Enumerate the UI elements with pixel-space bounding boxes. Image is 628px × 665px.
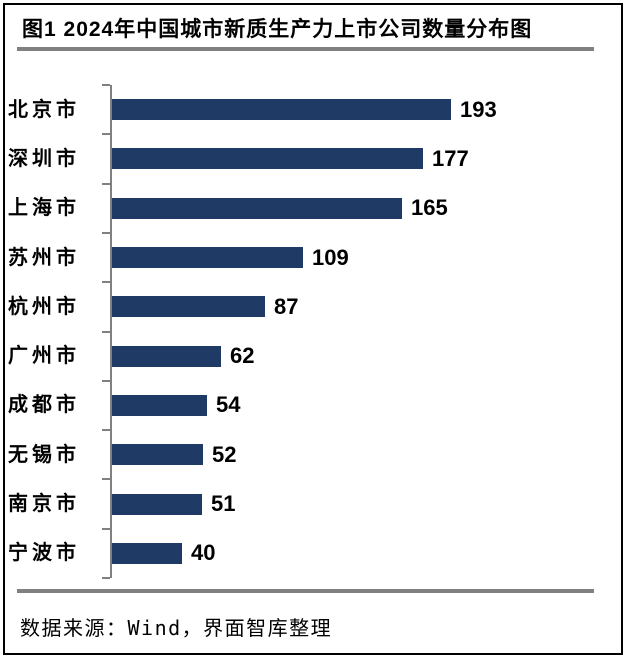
bar [112, 345, 221, 367]
axis-tick [102, 429, 110, 432]
title-divider [17, 47, 594, 51]
bar [112, 444, 203, 466]
category-label: 宁波市 [8, 542, 80, 565]
axis-tick [102, 182, 110, 185]
value-label: 40 [191, 540, 216, 566]
value-label: 193 [460, 96, 497, 122]
value-label: 62 [230, 343, 255, 369]
value-label: 52 [212, 441, 237, 467]
value-label: 51 [211, 491, 236, 517]
value-label: 165 [411, 195, 448, 221]
y-axis-line [110, 85, 112, 578]
source-note: 数据来源：Wind，界面智库整理 [20, 616, 333, 640]
axis-tick [102, 527, 110, 530]
category-label: 无锡市 [8, 443, 80, 466]
category-label: 广州市 [8, 345, 80, 368]
value-label: 87 [274, 293, 299, 319]
category-label: 北京市 [8, 98, 80, 121]
value-label: 109 [312, 244, 349, 270]
value-label: 177 [432, 145, 469, 171]
category-label: 深圳市 [8, 147, 80, 170]
axis-tick [102, 330, 110, 333]
axis-tick [102, 231, 110, 234]
bar [112, 394, 207, 416]
figure-title: 图1 2024年中国城市新质生产力上市公司数量分布图 [22, 18, 533, 41]
axis-tick [102, 379, 110, 382]
category-label: 成都市 [8, 394, 80, 417]
bar [112, 247, 303, 269]
category-label: 杭州市 [8, 295, 80, 318]
axis-tick [102, 478, 110, 481]
bar [112, 99, 451, 121]
category-label: 南京市 [8, 493, 80, 516]
category-label: 上海市 [8, 197, 80, 220]
value-label: 54 [216, 392, 241, 418]
bar [112, 542, 182, 564]
axis-tick [102, 84, 110, 86]
axis-tick [102, 577, 110, 579]
bar [112, 493, 202, 515]
axis-tick [102, 133, 110, 136]
bar [112, 296, 265, 318]
axis-tick [102, 281, 110, 284]
bar [112, 148, 423, 170]
category-label: 苏州市 [8, 246, 80, 269]
source-divider [17, 589, 594, 593]
bar [112, 197, 402, 219]
